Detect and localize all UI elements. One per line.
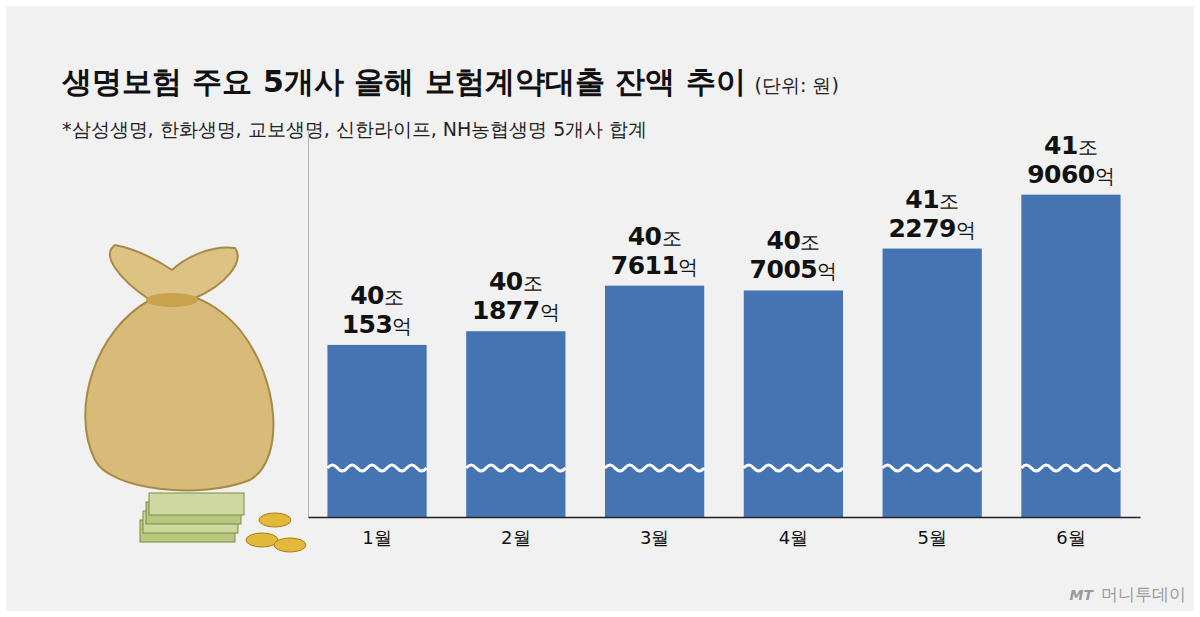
bag-body [85, 298, 273, 490]
x-tick-label: 1월 [362, 527, 391, 548]
x-tick-label: 6월 [1056, 527, 1085, 548]
x-tick-label: 4월 [779, 527, 808, 548]
data-label: 40조 [350, 281, 404, 310]
x-axis-line [309, 517, 1141, 519]
bag-tie [146, 293, 198, 307]
bar [744, 290, 843, 517]
data-label: 1877억 [472, 296, 560, 325]
data-label: 153억 [342, 310, 413, 339]
data-label: 2279억 [888, 214, 976, 243]
x-tick: 6월 [1056, 517, 1085, 548]
axis-break [327, 465, 426, 471]
x-tick: 2월 [501, 517, 530, 548]
bill [149, 493, 244, 515]
data-label: 41조 [1044, 131, 1098, 160]
coin [246, 533, 278, 547]
axis-break [744, 465, 843, 471]
coin [274, 538, 306, 552]
background [6, 6, 1194, 611]
coin [259, 513, 291, 527]
illustration [85, 245, 306, 552]
x-tick-label: 3월 [640, 527, 669, 548]
coins [246, 513, 306, 552]
data-label: 41조 [905, 185, 959, 214]
axis-break [466, 465, 565, 471]
x-tick: 4월 [779, 517, 808, 548]
data-labels: 40조153억40조1877억40조7611억40조7005억41조2279억4… [342, 131, 1115, 339]
data-label: 7005억 [750, 255, 838, 284]
bar [605, 286, 704, 517]
data-label: 7611억 [611, 251, 699, 280]
chart: 생명보험 주요 5개사 올해 보험계약대출 잔액 추이 (단위: 원) *삼성생명,… [0, 0, 1200, 617]
frame [0, 0, 1200, 617]
data-label: 40조 [489, 267, 543, 296]
data-label: 40조 [628, 222, 682, 251]
data-label: 9060억 [1027, 160, 1115, 189]
source: 머니투데이 [1101, 584, 1186, 604]
bar [466, 331, 565, 517]
bills [140, 493, 244, 542]
x-tick: 5월 [917, 517, 946, 548]
axis-break [883, 465, 982, 471]
x-axis: 1월 2월 3월 4월 5월 6월 [309, 517, 1141, 548]
x-tick: 1월 [362, 517, 391, 548]
bars [327, 195, 1120, 517]
bar [1021, 195, 1120, 517]
data-label: 40조 [766, 226, 820, 255]
source-logo: MT [1070, 587, 1095, 603]
x-tick-label: 2월 [501, 527, 530, 548]
x-tick: 3월 [640, 517, 669, 548]
axis-break [1021, 465, 1120, 471]
axis-break [605, 465, 704, 471]
bar [327, 345, 426, 517]
bar [883, 249, 982, 517]
unit-label: (단위: 원) [755, 74, 839, 96]
y-axis [308, 131, 309, 518]
bag-top [110, 245, 238, 300]
x-tick-label: 5월 [917, 527, 946, 548]
y-axis-line [308, 131, 309, 518]
title: 생명보험 주요 5개사 올해 보험계약대출 잔액 추이 [61, 64, 746, 99]
subtitle: *삼성생명, 한화생명, 교보생명, 신한라이프, NH농협생명 5개사 합계 [62, 118, 647, 140]
